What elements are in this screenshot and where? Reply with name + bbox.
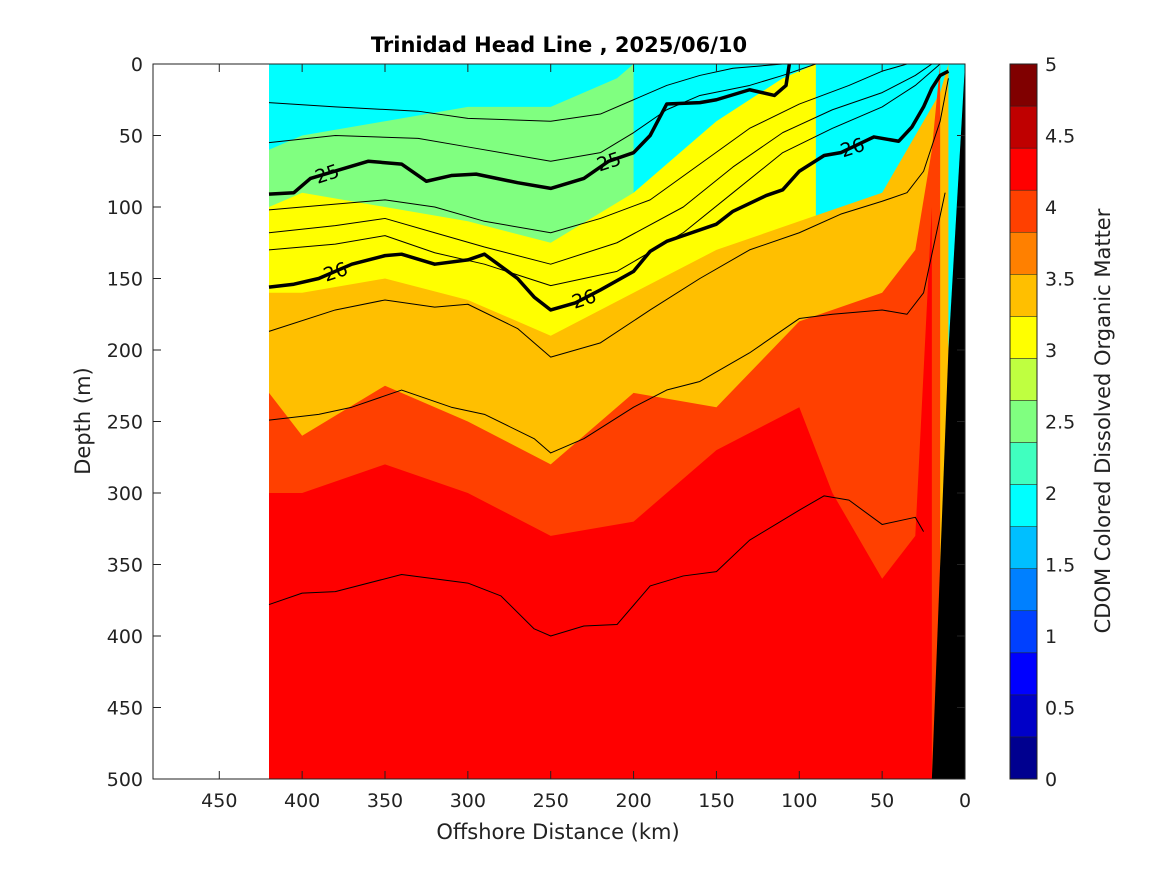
x-tick-label: 150	[698, 790, 734, 812]
colorbar-swatch	[1009, 526, 1038, 569]
density-contour-1	[268, 64, 817, 162]
colorbar-label: CDOM Colored Dissolved Organic Matter	[1091, 208, 1115, 633]
colorbar-swatch	[1009, 400, 1038, 443]
axes: 450 400 350 300 250 200 150 100 50 00501001502002…	[107, 54, 971, 812]
colorbar-tick-label: 1.5	[1045, 555, 1075, 577]
colorbar-tick-label: 3	[1045, 340, 1057, 362]
colorbar-swatch	[1009, 63, 1038, 107]
colorbar-swatch	[1009, 652, 1038, 696]
colorbar-swatch	[1009, 358, 1038, 401]
colorbar-swatch	[1009, 274, 1038, 317]
x-tick-label: 250	[533, 790, 569, 812]
colorbar-tick-label: 3.5	[1045, 269, 1075, 291]
density-contour-2	[268, 64, 792, 196]
density-contour-9	[268, 495, 925, 637]
colorbar-swatch	[1009, 231, 1038, 275]
x-tick-label: 50	[870, 790, 894, 812]
y-tick-label: 250	[107, 412, 143, 434]
y-tick-label: 200	[107, 340, 143, 362]
colorbar-swatch	[1009, 694, 1038, 738]
colorbar-tick-label: 0.5	[1045, 698, 1075, 720]
y-tick-label: 50	[119, 126, 143, 148]
cdom-band-6	[285, 564, 916, 779]
density-contour-6	[268, 69, 950, 312]
density-contour-0	[268, 64, 783, 122]
density-contour-4	[268, 64, 933, 265]
x-tick-label: 350	[367, 790, 403, 812]
y-tick-label: 300	[107, 483, 143, 505]
colorbar-tick-label: 0	[1045, 769, 1057, 791]
colorbar-tick-label: 5	[1045, 54, 1057, 76]
colorbar-swatch	[1009, 610, 1038, 654]
y-tick-label: 100	[107, 197, 143, 219]
y-tick-label: 150	[107, 269, 143, 291]
colorbar-tick-label: 4	[1045, 197, 1057, 219]
x-tick-label: 0	[959, 790, 971, 812]
y-tick-label: 400	[107, 626, 143, 648]
x-tick-label: 100	[781, 790, 817, 812]
colorbar-tick-label: 2	[1045, 483, 1057, 505]
colorbar-swatch	[1009, 442, 1038, 485]
colorbar-tick-label: 2.5	[1045, 412, 1075, 434]
chart-title: Trinidad Head Line , 2025/06/10	[371, 33, 747, 57]
y-tick-label: 450	[107, 698, 143, 720]
colorbar-swatch	[1009, 316, 1038, 359]
density-contour-8	[268, 192, 946, 454]
colorbar-swatch	[1009, 568, 1038, 612]
colorbar: 0 0.5 1 1.5 2 2.5 3 3.5 4 4.5 5	[1009, 54, 1075, 791]
y-tick-label: 0	[131, 54, 143, 76]
y-axis-label: Depth (m)	[71, 367, 95, 474]
x-tick-label: 400	[284, 790, 320, 812]
colorbar-tick-label: 4.5	[1045, 126, 1075, 148]
x-tick-label: 450	[201, 790, 237, 812]
bathymetry-wedge	[931, 64, 965, 779]
x-axis-label: Offshore Distance (km)	[436, 820, 679, 844]
colorbar-swatch	[1009, 736, 1038, 780]
colorbar-frame	[1009, 63, 1038, 780]
colorbar-swatch	[1009, 484, 1038, 527]
colorbar-tick-label: 1	[1045, 626, 1057, 648]
colorbar-swatch	[1009, 147, 1038, 191]
x-tick-label: 200	[615, 790, 651, 812]
y-tick-label: 350	[107, 555, 143, 577]
x-tick-label: 300	[450, 790, 486, 812]
colorbar-swatch	[1009, 105, 1038, 149]
colorbar-swatch	[1009, 189, 1038, 233]
density-contour-7	[268, 78, 949, 358]
y-tick-label: 500	[107, 769, 143, 791]
density-contour-3	[268, 64, 908, 234]
